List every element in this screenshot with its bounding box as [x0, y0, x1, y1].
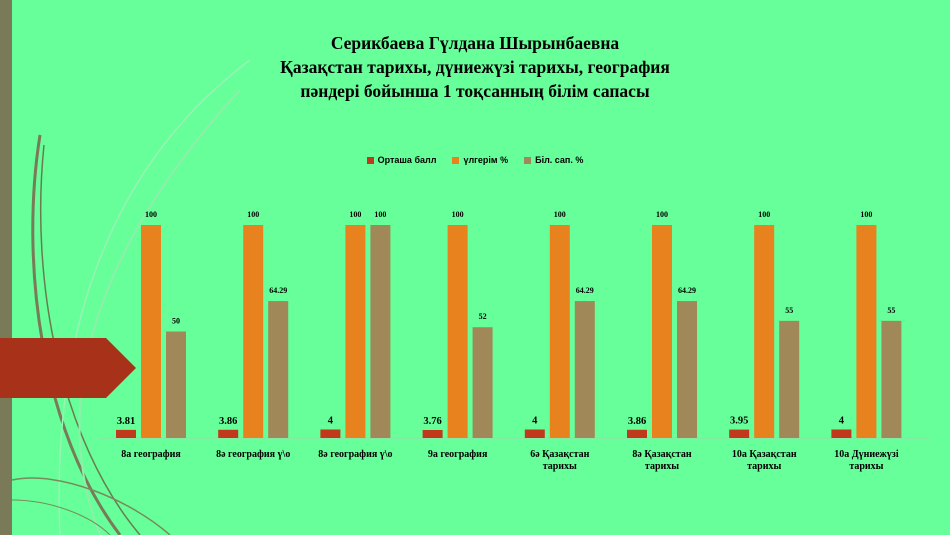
bar-avg-7 — [831, 429, 852, 438]
data-label-avg-3: 3.76 — [423, 416, 441, 427]
category-label-0: 8а география — [121, 449, 181, 460]
bar-quality-2 — [370, 225, 391, 438]
data-label-quality-5: 64.29 — [678, 286, 696, 295]
data-label-quality-7: 55 — [887, 306, 895, 315]
legend-swatch-quality — [524, 156, 532, 164]
category-label-4: 6ә Қазақстан тарихы — [530, 449, 589, 472]
data-label-avg-6: 3.95 — [730, 416, 748, 427]
data-label-avg-0: 3.81 — [117, 416, 135, 427]
bar-success-2 — [345, 225, 366, 438]
bar-success-5 — [652, 225, 672, 438]
bar-avg-1 — [218, 429, 239, 438]
data-label-quality-1: 64.29 — [269, 286, 287, 295]
bar-success-0 — [141, 225, 161, 438]
left-accent-bar — [0, 0, 12, 535]
category-label-6: 10а Қазақстан тарихы — [732, 449, 797, 472]
bar-avg-0 — [116, 429, 136, 438]
bar-quality-3 — [472, 327, 493, 438]
legend-label-quality: Біл. сап. % — [535, 155, 584, 165]
chart-legend: Орташа балл үлгерім % Біл. сап. % — [0, 155, 950, 165]
chart-title: Серикбаева Гүлдана Шырынбаевна Қазақстан… — [0, 31, 950, 103]
data-label-quality-4: 64.29 — [576, 286, 594, 295]
bar-quality-4 — [574, 301, 595, 438]
data-label-quality-6: 55 — [785, 306, 793, 315]
data-label-avg-4: 4 — [532, 415, 538, 426]
legend-item-avg: Орташа балл — [366, 155, 437, 165]
bar-quality-7 — [881, 320, 902, 438]
arrow-shape — [0, 338, 136, 398]
data-label-success-2: 100 — [349, 210, 361, 219]
title-line-2: Қазақстан тарихы, дүниежүзі тарихы, геог… — [280, 57, 670, 77]
data-label-avg-1: 3.86 — [219, 416, 237, 427]
data-label-success-0: 100 — [145, 210, 157, 219]
data-label-avg-7: 4 — [839, 415, 845, 426]
legend-label-success: үлгерім % — [463, 155, 509, 165]
legend-swatch-avg — [366, 156, 374, 164]
data-label-success-7: 100 — [860, 210, 872, 219]
category-label-2: 8ә география ү\о — [318, 449, 392, 460]
bar-quality-0 — [166, 331, 186, 438]
legend-item-quality: Біл. сап. % — [524, 155, 583, 165]
bar-avg-2 — [320, 429, 341, 438]
bar-quality-5 — [677, 301, 697, 438]
legend-label-avg: Орташа балл — [377, 155, 437, 165]
bar-success-3 — [447, 225, 468, 438]
data-label-success-3: 100 — [452, 210, 464, 219]
legend-item-success: үлгерім % — [452, 155, 508, 165]
data-label-success-6: 100 — [758, 210, 770, 219]
data-label-success-1: 100 — [247, 210, 259, 219]
data-label-quality-3: 52 — [479, 312, 487, 321]
legend-swatch-success — [452, 156, 460, 164]
bar-success-4 — [549, 225, 570, 438]
data-label-quality-2: 100 — [374, 210, 386, 219]
data-label-avg-2: 4 — [328, 415, 334, 426]
data-label-avg-5: 3.86 — [628, 416, 646, 427]
bar-avg-5 — [627, 429, 647, 438]
bar-avg-3 — [422, 429, 443, 438]
bar-quality-1 — [268, 301, 289, 438]
bar-quality-6 — [779, 320, 800, 438]
category-label-5: 8ә Қазақстан тарихы — [632, 449, 691, 472]
title-line-3: пәндері бойынша 1 тоқсанның білім сапасы — [300, 81, 650, 101]
category-label-1: 8ә география ү\о — [216, 449, 290, 460]
title-line-1: Серикбаева Гүлдана Шырынбаевна — [330, 33, 620, 53]
data-label-quality-0: 50 — [172, 317, 180, 326]
category-label-7: 10а Дүниежүзі тарихы — [834, 449, 899, 472]
bar-success-1 — [243, 225, 264, 438]
data-label-success-5: 100 — [656, 210, 668, 219]
bar-success-7 — [856, 225, 877, 438]
bar-avg-6 — [729, 429, 750, 438]
bar-success-6 — [754, 225, 775, 438]
category-label-3: 9а география — [428, 449, 488, 460]
data-label-success-4: 100 — [554, 210, 566, 219]
bar-avg-4 — [524, 429, 545, 438]
